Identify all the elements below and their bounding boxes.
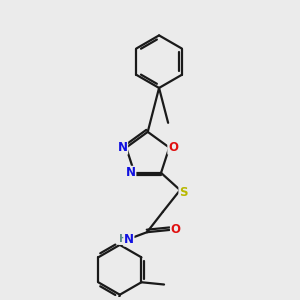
- Text: S: S: [179, 186, 188, 199]
- Text: N: N: [118, 141, 128, 154]
- Text: N: N: [124, 233, 134, 246]
- Text: O: O: [170, 224, 181, 236]
- Text: H: H: [118, 234, 127, 244]
- Text: N: N: [126, 167, 136, 179]
- Text: O: O: [168, 141, 178, 154]
